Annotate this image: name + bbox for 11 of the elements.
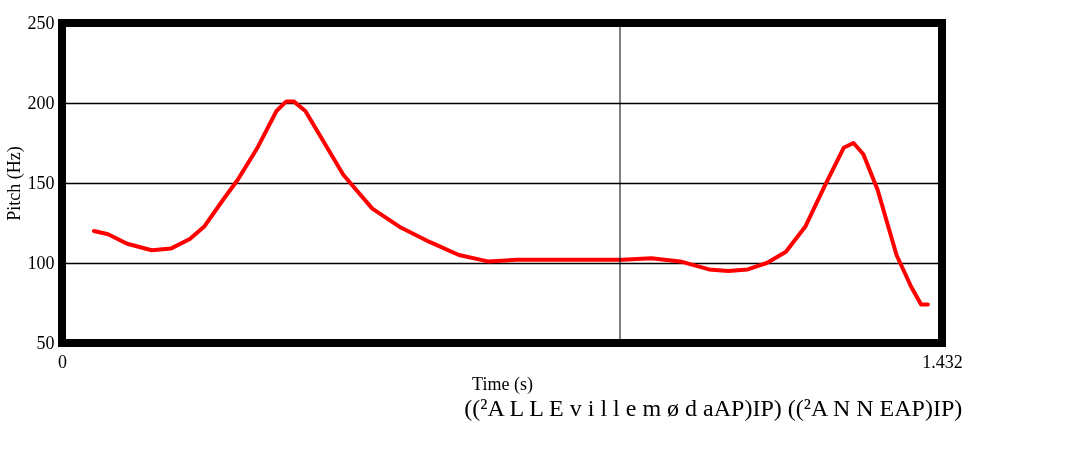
y-tick-label: 150: [27, 172, 55, 193]
line-series: [91, 99, 930, 307]
text: ((²A L L E v i l l e m ø d aAP)IP) ((²A N N EAP)IP): [464, 395, 963, 421]
y-axis-title: Pitch (Hz): [3, 146, 25, 221]
y-tick-label: 50: [36, 332, 55, 353]
x-tick-label: 1.432: [922, 351, 963, 372]
y-tick-label: 100: [27, 252, 55, 273]
x-axis-title: Time (s): [472, 373, 533, 395]
y-tick-label: 200: [27, 92, 55, 113]
y-tick-label: 250: [27, 12, 55, 33]
x-tick-label: 0: [58, 351, 67, 372]
